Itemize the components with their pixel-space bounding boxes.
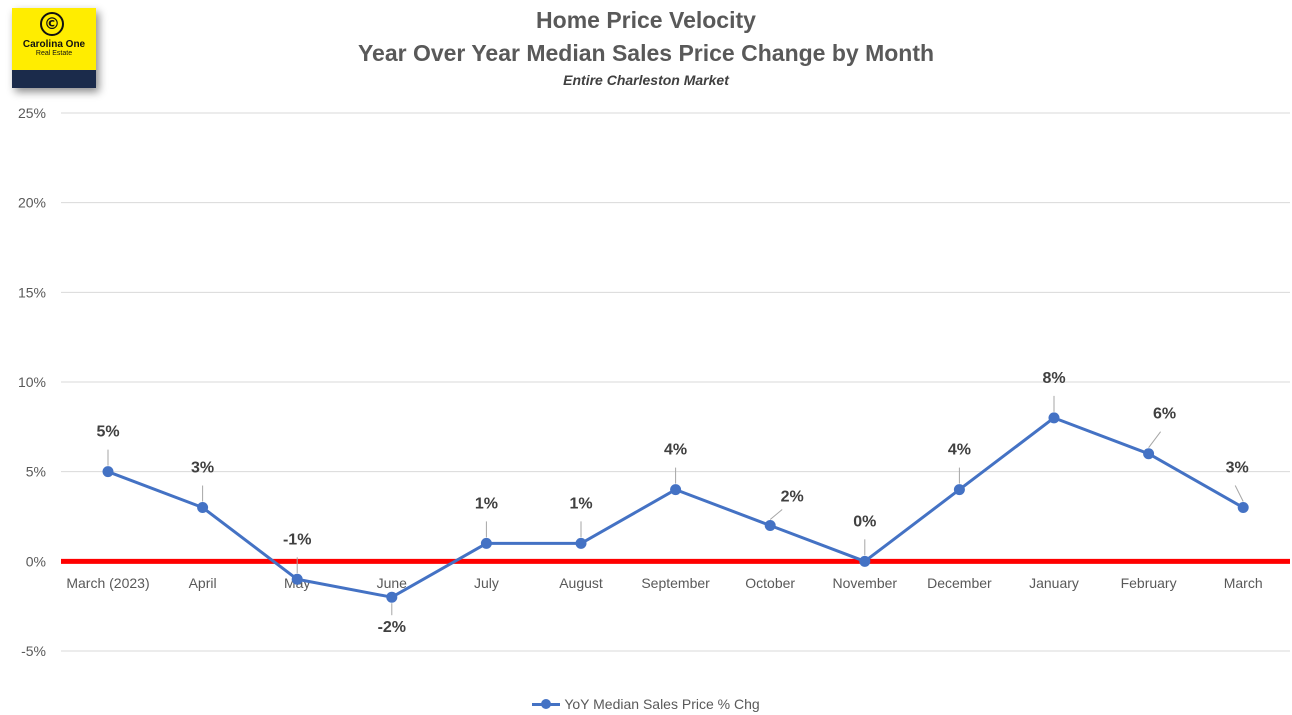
gridlines [61, 112, 1290, 652]
x-tick-label: February [1121, 575, 1177, 591]
data-point [1143, 448, 1155, 460]
x-tick-label: March [1224, 575, 1263, 591]
data-label: 2% [781, 488, 804, 505]
data-point [102, 466, 114, 478]
data-point [197, 502, 209, 514]
data-label: 1% [569, 495, 592, 512]
y-tick-label: 25% [18, 105, 46, 121]
x-tick-label: October [745, 575, 795, 591]
chart-subtitle: Entire Charleston Market [563, 72, 729, 88]
y-tick-label: -5% [21, 643, 46, 659]
x-tick-label: March (2023) [66, 575, 149, 591]
data-labels: 5% 3% -1% -2% 1% 1% 4% 2% 0% 4% 8% 6% 3% [96, 370, 1248, 636]
y-tick-label: 15% [18, 284, 46, 300]
data-point [670, 484, 682, 496]
data-point [291, 573, 303, 585]
copyright-c-icon: © [40, 12, 64, 36]
x-tick-label: November [833, 575, 898, 591]
legend-line-marker-icon [532, 698, 561, 710]
x-axis-ticks: March (2023)AprilMayJuneJulyAugustSeptem… [66, 575, 1262, 591]
x-tick-label: April [189, 575, 217, 591]
data-point [480, 537, 492, 549]
data-label: 3% [1226, 460, 1249, 477]
y-tick-label: 5% [26, 464, 46, 480]
x-tick-label: July [474, 575, 499, 591]
x-tick-label: September [641, 575, 710, 591]
series-line [102, 412, 1249, 603]
data-point [575, 537, 587, 549]
data-label: 8% [1042, 370, 1065, 387]
data-label: 4% [664, 442, 687, 459]
data-label: 1% [475, 495, 498, 512]
data-label: -1% [283, 531, 311, 548]
data-point [386, 591, 398, 603]
legend-label: YoY Median Sales Price % Chg [564, 696, 760, 712]
logo-name: Carolina One [22, 39, 86, 50]
data-point [953, 484, 965, 496]
carolina-one-logo: © Carolina One Real Estate [12, 8, 96, 88]
legend: YoY Median Sales Price % Chg [0, 694, 1292, 715]
legend-item: YoY Median Sales Price % Chg [532, 694, 760, 714]
data-label: 0% [853, 513, 876, 530]
data-label: 5% [96, 424, 119, 441]
x-tick-label: August [559, 575, 603, 591]
y-axis-ticks: -5% 0% 5% 10% 15% 20% 25% [18, 105, 46, 659]
data-point [859, 555, 871, 567]
data-point [1048, 412, 1060, 424]
data-label: 3% [191, 460, 214, 477]
logo-sub: Real Estate [35, 50, 73, 57]
logo-band [12, 70, 96, 88]
data-label: 6% [1153, 406, 1176, 423]
chart-title: Home Price Velocity [536, 7, 756, 33]
x-tick-label: June [377, 575, 408, 591]
data-label-leader [769, 509, 783, 520]
data-label: -2% [378, 619, 406, 636]
data-label: 4% [948, 442, 971, 459]
x-tick-label: January [1029, 575, 1079, 591]
y-tick-label: 0% [26, 553, 46, 569]
data-label-leader [1234, 485, 1244, 502]
chart-title-line-2: Year Over Year Median Sales Price Change… [357, 40, 935, 66]
data-point [1237, 502, 1249, 514]
chart-title-block: Home Price Velocity Year Over Year Media… [0, 4, 1292, 89]
data-point [764, 519, 776, 531]
x-tick-label: December [927, 575, 992, 591]
data-label-leader [1148, 431, 1161, 449]
y-tick-label: 10% [18, 374, 46, 390]
y-tick-label: 20% [18, 195, 46, 211]
